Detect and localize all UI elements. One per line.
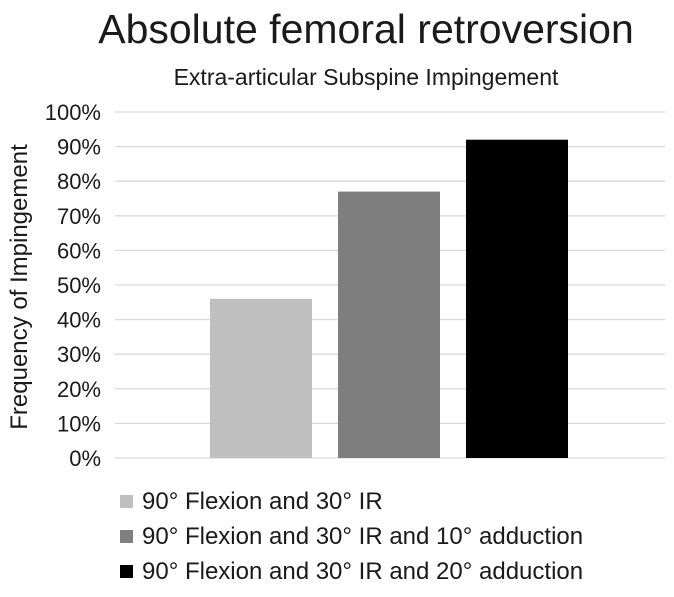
bar-series-2 — [338, 191, 440, 458]
legend-label: 90° Flexion and 30° IR and 10° adduction — [142, 522, 584, 550]
legend-swatch — [120, 530, 133, 543]
legend-item: 90° Flexion and 30° IR and 10° adduction — [120, 519, 583, 554]
bar-series-3 — [466, 139, 568, 458]
y-tick-label: 30% — [57, 342, 101, 367]
legend-item: 90° Flexion and 30° IR and 20° adduction — [120, 554, 583, 589]
y-tick-label: 20% — [57, 377, 101, 402]
y-tick-label: 0% — [69, 446, 101, 471]
y-tick-label: 70% — [57, 204, 101, 229]
legend-item: 90° Flexion and 30° IR — [120, 484, 583, 519]
y-tick-label: 90% — [57, 135, 101, 160]
y-tick-label: 60% — [57, 238, 101, 263]
y-tick-label: 10% — [57, 411, 101, 436]
y-tick-label: 40% — [57, 308, 101, 333]
y-tick-label: 50% — [57, 273, 101, 298]
legend: 90° Flexion and 30° IR 90° Flexion and 30… — [120, 484, 583, 589]
legend-label: 90° Flexion and 30° IR and 20° adduction — [142, 557, 584, 585]
bar-series-1 — [210, 298, 312, 458]
y-tick-label: 80% — [57, 169, 101, 194]
chart-title: Absolute femoral retroversion — [98, 6, 634, 52]
legend-label: 90° Flexion and 30° IR — [142, 487, 383, 515]
chart-subtitle: Extra-articular Subspine Impingement — [173, 64, 559, 90]
legend-swatch — [120, 565, 133, 578]
y-tick-label: 100% — [45, 100, 101, 125]
legend-swatch — [120, 495, 133, 508]
